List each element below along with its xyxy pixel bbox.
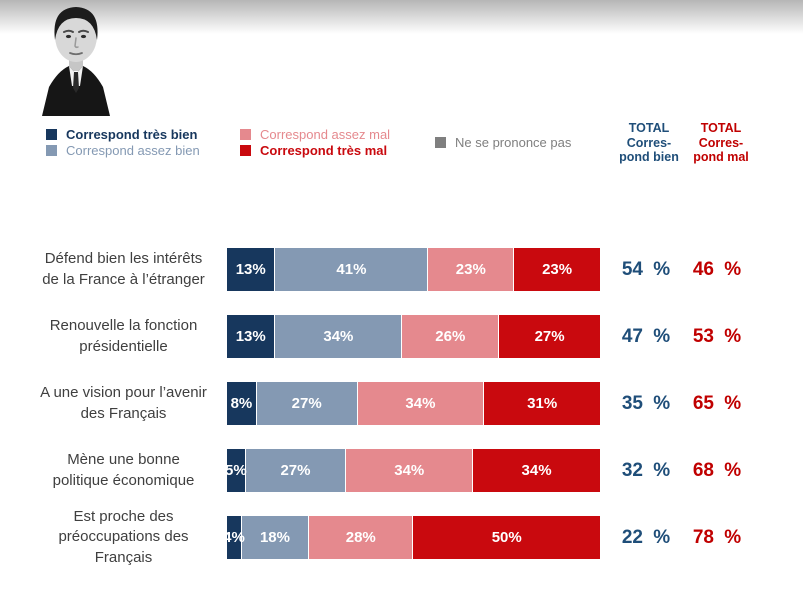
bar-segment: 34% xyxy=(346,449,474,492)
bar-segment: 41% xyxy=(275,248,429,291)
bar-segment: 13% xyxy=(227,315,276,358)
legend-swatch-assez-bien-icon xyxy=(46,144,57,156)
bar-segment: 31% xyxy=(484,382,600,425)
bar-segment: 27% xyxy=(245,449,347,492)
stacked-bar: 5% 27% 34% 34% xyxy=(224,449,600,492)
bar-segment-value: 27% xyxy=(291,395,322,412)
total-bien-value: 22 % xyxy=(621,526,671,548)
legend-item-tres-mal: Correspond très mal xyxy=(240,142,390,158)
stacked-bar: 13% 34% 26% 27% xyxy=(227,315,600,358)
total-mal-value: 65 % xyxy=(692,392,742,414)
stacked-bar: 4% 18% 28% 50% xyxy=(223,516,600,559)
bar-segment-value: 34% xyxy=(521,462,552,479)
legend-swatch-tres-mal-icon xyxy=(240,144,251,156)
total-mal-header-line: Corres- xyxy=(698,135,744,150)
total-mal-value: 78 % xyxy=(692,526,742,548)
category-label: Défend bien les intérêts de la France à l… xyxy=(42,250,205,288)
bar-segment-value: 41% xyxy=(336,261,367,278)
legend-item-nsp: Ne se prononce pas xyxy=(435,134,571,150)
legend-swatch-assez-mal-icon xyxy=(240,128,251,140)
legend-label: Correspond assez bien xyxy=(66,142,200,158)
chart-row: Est proche des préoccupations des Français… xyxy=(28,508,746,566)
bar-segment-value: 23% xyxy=(455,261,486,278)
bar-segment-value: 4% xyxy=(223,529,245,546)
legend-item-assez-bien: Correspond assez bien xyxy=(46,142,200,158)
total-mal-header-line: pond mal xyxy=(693,150,749,164)
legend-item-assez-mal: Correspond assez mal xyxy=(240,126,390,142)
legend-label: Correspond assez mal xyxy=(260,126,391,142)
category-label: Renouvelle la fonction présidentielle xyxy=(49,317,198,355)
stacked-bar: 8% 27% 34% 31% xyxy=(227,382,600,425)
legend-column-bien: Correspond très bien Correspond assez bi… xyxy=(46,126,200,158)
total-mal-value: 46 % xyxy=(692,258,742,280)
bar-segment-value: 26% xyxy=(435,328,466,345)
bar-segment: 27% xyxy=(256,382,358,425)
bar-segment: 8% xyxy=(227,382,257,425)
bar-segment-value: 13% xyxy=(235,328,266,345)
total-bien-value: 47 % xyxy=(621,325,671,347)
bar-segment-value: 28% xyxy=(345,529,376,546)
chart-row: Défend bien les intérêts de la France à l… xyxy=(28,248,746,291)
category-label: Est proche des préoccupations des Français xyxy=(58,507,189,566)
total-bien-value: 35 % xyxy=(621,392,671,414)
chart-row: Renouvelle la fonction présidentielle 13%… xyxy=(28,315,746,358)
bar-segment: 26% xyxy=(402,315,500,358)
total-mal-value: 53 % xyxy=(692,325,742,347)
total-bien-header-line: TOTAL xyxy=(628,121,670,135)
bar-segment: 23% xyxy=(428,248,515,291)
bar-segment: 13% xyxy=(227,248,276,291)
bar-segment: 27% xyxy=(499,315,600,358)
bar-segment: 23% xyxy=(514,248,600,291)
portrait-icon xyxy=(42,7,110,116)
chart-row: A une vision pour l’avenir des Français 8… xyxy=(28,382,746,425)
legend-label: Correspond très bien xyxy=(66,126,198,142)
bar-segment-value: 13% xyxy=(235,261,266,278)
legend-label: Ne se prononce pas xyxy=(455,134,572,150)
legend-swatch-nsp-icon xyxy=(435,136,446,148)
bar-segment-value: 34% xyxy=(323,328,354,345)
bar-segment-value: 18% xyxy=(259,529,290,546)
legend-column-nsp: Ne se prononce pas xyxy=(435,134,571,150)
bar-segment: 34% xyxy=(275,315,403,358)
chart-row: Mène une bonne politique économique 5% 27%… xyxy=(28,449,746,492)
total-mal-header-line: TOTAL xyxy=(700,121,742,135)
bar-segment-value: 34% xyxy=(394,462,425,479)
total-bien-header-line: pond bien xyxy=(619,150,679,164)
category-label: A une vision pour l’avenir des Français xyxy=(40,384,207,422)
top-gradient-band xyxy=(0,0,803,34)
total-mal-value: 68 % xyxy=(692,459,742,481)
bar-segment-value: 31% xyxy=(527,395,558,412)
stacked-bar: 13% 41% 23% 23% xyxy=(227,248,600,291)
bar-segment: 34% xyxy=(473,449,600,492)
bar-segment: 34% xyxy=(357,382,485,425)
total-bien-value: 54 % xyxy=(621,258,671,280)
category-label: Mène une bonne politique économique xyxy=(52,451,195,489)
bar-segment-value: 27% xyxy=(280,462,311,479)
total-bien-header: TOTAL Corres- pond bien xyxy=(616,121,682,165)
bar-segment: 18% xyxy=(241,516,310,559)
legend-swatch-tres-bien-icon xyxy=(46,128,57,140)
total-mal-header: TOTAL Corres- pond mal xyxy=(688,121,754,165)
total-bien-header-line: Corres- xyxy=(626,135,672,150)
legend-label: Correspond très mal xyxy=(260,142,388,158)
bar-segment-value: 27% xyxy=(534,328,565,345)
bar-segment-value: 5% xyxy=(224,462,247,479)
legend-item-tres-bien: Correspond très bien xyxy=(46,126,200,142)
bar-segment-value: 50% xyxy=(491,529,522,546)
bar-segment-value: 8% xyxy=(230,395,253,412)
stacked-bar-chart: Défend bien les intérêts de la France à l… xyxy=(28,248,746,583)
bar-segment-value: 34% xyxy=(405,395,436,412)
legend-column-mal: Correspond assez mal Correspond très mal xyxy=(240,126,390,158)
bar-segment: 28% xyxy=(309,516,414,559)
bar-segment: 4% xyxy=(223,516,245,559)
bar-segment: 50% xyxy=(413,516,600,559)
total-bien-value: 32 % xyxy=(621,459,671,481)
bar-segment: 5% xyxy=(224,449,247,492)
bar-segment-value: 23% xyxy=(542,261,573,278)
macron-portrait-photo xyxy=(36,4,116,116)
